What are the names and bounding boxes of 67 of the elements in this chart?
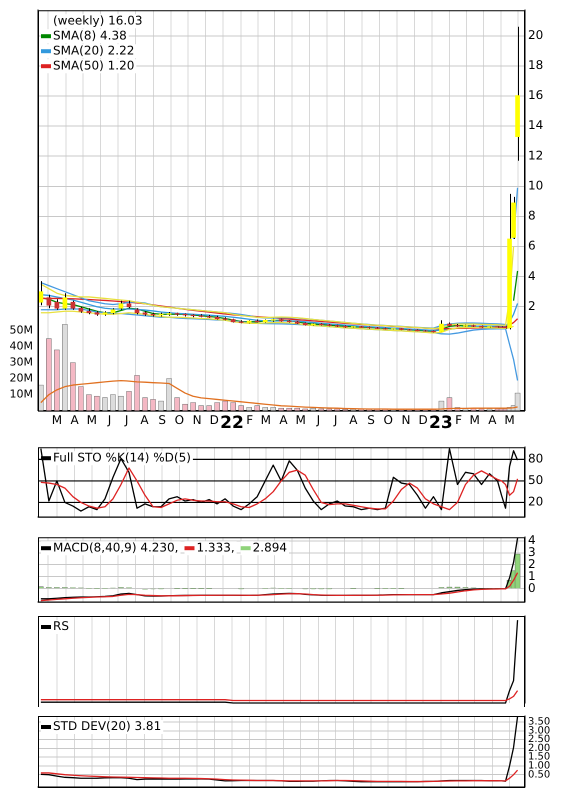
legend-label: SMA(8) 4.38	[53, 28, 127, 42]
x-tick-label: J	[332, 412, 338, 427]
x-tick-label: F	[246, 412, 254, 427]
candlestick	[118, 300, 124, 310]
x-tick-label: N	[192, 412, 202, 427]
y2-tick-label: 10M	[10, 388, 33, 401]
y-tick-label: 10	[528, 178, 544, 192]
x-tick-label: D	[418, 412, 428, 427]
x-tick-label: M	[52, 412, 62, 427]
x-tick-label: J	[124, 412, 128, 427]
x-tick-label: M	[295, 412, 306, 427]
y-tick-label: 14	[528, 118, 544, 132]
y-tick-label: 2	[528, 556, 536, 571]
y-tick-label: 80	[528, 452, 544, 466]
y-tick-label: 1	[528, 568, 536, 583]
y-tick-label: 16	[528, 88, 544, 102]
legend-label: 1.333,	[196, 540, 235, 554]
candlestick	[54, 298, 60, 310]
y2-tick-label: 30M	[10, 356, 33, 369]
legend-label: SMA(50) 1.20	[53, 58, 134, 72]
x-tick-label: J	[316, 412, 320, 427]
y2-tick-label: 50M	[10, 324, 33, 337]
y-tick-label: 4	[528, 268, 536, 283]
y-tick-label: 8	[528, 208, 536, 223]
x-tick-label: A	[488, 412, 498, 427]
legend-label: 2.894	[252, 540, 288, 554]
y-tick-label: 0.50	[528, 769, 550, 780]
legend-label: MACD(8,40,9) 4.230,	[53, 540, 178, 554]
x-tick-label: 22	[220, 413, 244, 434]
legend-label: Full STO %K(14) %D(5)	[53, 450, 191, 464]
x-tick-label: S	[158, 412, 166, 427]
x-tick-label: M	[504, 412, 515, 427]
x-tick-label: A	[140, 412, 150, 427]
candlestick	[62, 292, 68, 310]
legend-label: RS	[53, 619, 69, 634]
x-tick-label: N	[401, 412, 410, 427]
candlestick	[46, 294, 52, 309]
x-tick-label: A	[70, 412, 80, 427]
legend-label: STD DEV(20) 3.81	[53, 719, 162, 734]
y-tick-label: 12	[528, 148, 544, 162]
x-tick-label: D	[210, 412, 219, 427]
x-tick-label: A	[349, 412, 358, 427]
candlestick	[439, 320, 444, 332]
x-tick-label: F	[455, 412, 462, 427]
x-tick-label: O	[174, 412, 184, 427]
candlestick	[70, 300, 76, 310]
x-tick-label: J	[106, 412, 112, 427]
y-tick-label: 50	[528, 473, 544, 488]
y-tick-label: 4	[528, 532, 536, 547]
x-tick-label: M	[86, 412, 97, 427]
y-tick-label: 18	[528, 58, 544, 72]
y-tick-label: 2	[528, 298, 536, 313]
x-tick-label: S	[367, 412, 375, 427]
y-tick-label: 6	[528, 238, 536, 253]
legend-label: SMA(20) 2.22	[53, 43, 134, 58]
x-tick-label: M	[469, 412, 480, 427]
chart-title: (weekly) 16.03	[53, 13, 142, 28]
x-tick-label: O	[384, 412, 393, 427]
y-tick-label: 20	[528, 494, 544, 509]
y-tick-label: 0	[528, 580, 536, 595]
y-tick-label: 20	[528, 28, 544, 42]
y2-tick-label: 20M	[10, 372, 33, 385]
y2-tick-label: 40M	[10, 340, 33, 353]
x-tick-label: 23	[429, 413, 453, 434]
x-tick-label: M	[260, 412, 271, 427]
y-tick-label: 3	[528, 544, 536, 559]
x-tick-label: A	[279, 412, 288, 427]
